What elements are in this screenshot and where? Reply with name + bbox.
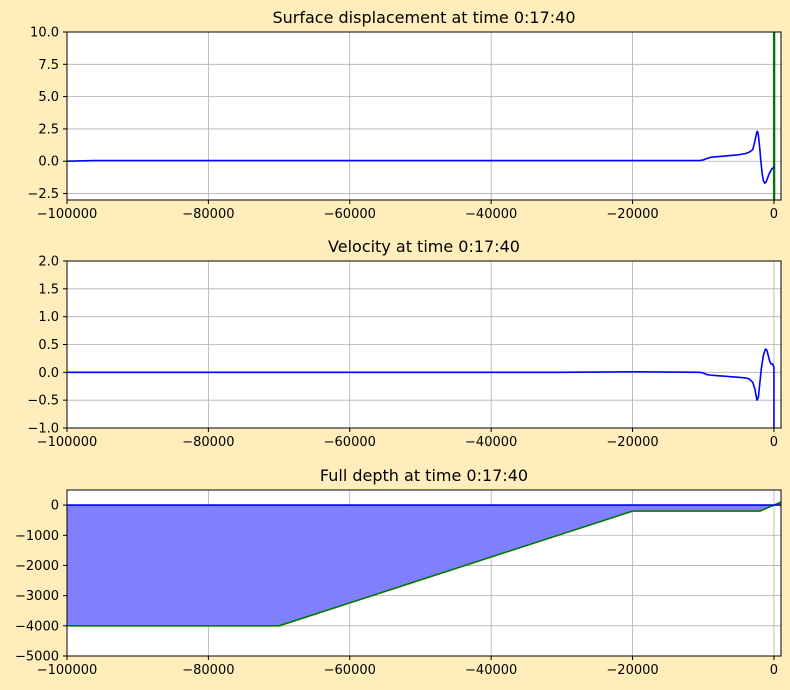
depth-y-tick-label: −1000 bbox=[15, 529, 59, 544]
surface-y-tick-label: 2.5 bbox=[38, 122, 59, 137]
velocity-y-tick-label: −1.0 bbox=[27, 422, 59, 437]
surface-x-tick-label: −40000 bbox=[465, 207, 517, 222]
surface-y-tick-label: 10.0 bbox=[30, 26, 59, 41]
depth-x-tick-label: −60000 bbox=[324, 663, 376, 678]
depth-series-1-line bbox=[67, 501, 781, 627]
surface-x-tick-label: −100000 bbox=[37, 207, 98, 222]
velocity-x-tick-label: −20000 bbox=[606, 435, 658, 450]
depth-axes-frame bbox=[66, 489, 782, 657]
velocity-y-tick-label: 0.5 bbox=[38, 338, 59, 353]
velocity-y-tick-label: 2.0 bbox=[38, 255, 59, 270]
surface-title: Surface displacement at time 0:17:40 bbox=[272, 8, 575, 27]
surface-x-tick-label: 0 bbox=[770, 207, 778, 222]
surface-x-tick-label: −20000 bbox=[606, 207, 658, 222]
surface-x-tick-label: −80000 bbox=[182, 207, 234, 222]
depth-y-tick-label: 0 bbox=[51, 499, 59, 514]
surface-axes-frame bbox=[66, 31, 782, 201]
panel-velocity: −100000 −80000 −60000 −40000 −20000 0 −1.0 −0.5… bbox=[27, 237, 782, 450]
surface-x-tick-label: −60000 bbox=[324, 207, 376, 222]
velocity-title: Velocity at time 0:17:40 bbox=[328, 237, 520, 256]
depth-y-tick-label: −2000 bbox=[15, 559, 59, 574]
depth-y-tick-label: −4000 bbox=[15, 619, 59, 634]
depth-x-tick-label: 0 bbox=[770, 663, 778, 678]
depth-x-tick-label: −40000 bbox=[465, 663, 517, 678]
velocity-y-tick-label: 0.0 bbox=[38, 366, 59, 381]
surface-y-tick-label: 0.0 bbox=[38, 155, 59, 170]
velocity-y-tick-label: −0.5 bbox=[27, 394, 59, 409]
velocity-x-tick-label: −100000 bbox=[37, 435, 98, 450]
depth-title: Full depth at time 0:17:40 bbox=[320, 466, 528, 485]
surface-y-tick-label: −2.5 bbox=[27, 187, 59, 202]
velocity-x-tick-label: 0 bbox=[770, 435, 778, 450]
surface-y-tick-label: 7.5 bbox=[38, 58, 59, 73]
surface-y-tick-label: 5.0 bbox=[38, 90, 59, 105]
velocity-x-tick-label: −40000 bbox=[465, 435, 517, 450]
depth-x-tick-label: −20000 bbox=[606, 663, 658, 678]
velocity-y-tick-label: 1.5 bbox=[38, 282, 59, 297]
depth-x-tick-label: −100000 bbox=[37, 663, 98, 678]
depth-y-tick-label: −5000 bbox=[15, 650, 59, 665]
depth-y-tick-label: −3000 bbox=[15, 589, 59, 604]
surface-series-0-line bbox=[67, 130, 775, 184]
velocity-y-tick-label: 1.0 bbox=[38, 310, 59, 325]
panel-surface-displacement: −100000 −80000 −60000 −40000 −20000 0 −2.5 0.0 2… bbox=[27, 8, 782, 222]
depth-water-fill bbox=[67, 502, 781, 626]
velocity-x-tick-label: −60000 bbox=[324, 435, 376, 450]
velocity-x-tick-label: −80000 bbox=[182, 435, 234, 450]
velocity-series-0-line bbox=[67, 348, 775, 428]
panel-full-depth: −100000 −80000 −60000 −40000 −20000 0−5000−40… bbox=[15, 466, 782, 678]
surface-plot-area bbox=[67, 32, 781, 200]
depth-x-tick-label: −80000 bbox=[182, 663, 234, 678]
